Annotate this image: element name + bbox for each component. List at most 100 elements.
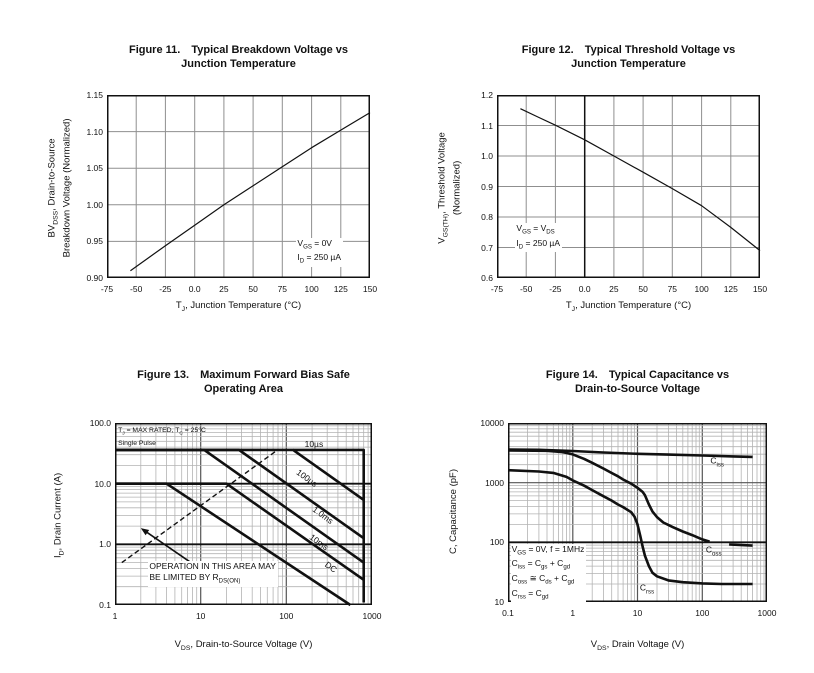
y-tick-label: 1.0 (481, 151, 493, 161)
x-tick-label: 10 (195, 611, 206, 621)
soa-voltage-boundary (293, 448, 365, 603)
x-tick-label: 10 (632, 608, 643, 618)
rdson-area-arrow (144, 530, 198, 568)
x-tick-label: 150 (362, 284, 378, 294)
x-axis-title: TJ, Junction Temperature (°C) (175, 300, 302, 313)
x-tick-label: 25 (609, 284, 619, 294)
fig12-plot-svg (497, 95, 761, 278)
figure-14-label: Figure 14. (545, 369, 598, 381)
x-tick-label: 1000 (362, 611, 382, 621)
x-tick-label: 75 (667, 284, 678, 294)
plot-border (107, 95, 370, 278)
x-tick-label: 100 (279, 611, 294, 621)
x-tick-label: 0.1 (502, 608, 514, 618)
curve-label-coss: Coss (705, 544, 722, 558)
y-tick-label: 100 (489, 537, 504, 548)
threshold-voltage-curve (520, 108, 761, 252)
plot-annotation: TJ = MAX RATED, TC = 25°C Single Pulse (118, 426, 206, 447)
fig11-plot-svg (107, 95, 371, 278)
figure-14-capacitance-chart: Figure 14. Typical Capacitance vs Drain-t… (420, 363, 805, 673)
x-tick-label: -50 (130, 284, 143, 294)
x-tick-label: 50 (638, 284, 648, 294)
curve-coss-tail (729, 543, 753, 547)
y-tick-label: 1.00 (86, 199, 103, 210)
figure-13-title-line2: Operating Area (203, 382, 284, 395)
figure-11-label: Figure 11. (128, 44, 181, 56)
x-tick-label: 150 (752, 284, 768, 294)
y-tick-label: 0.1 (99, 600, 111, 610)
plot-border (508, 423, 767, 602)
curve-crss (507, 468, 753, 586)
figure-14-title: Figure 14. Typical Capacitance vs Drain-t… (468, 369, 807, 396)
y-tick-label: 0.7 (481, 242, 493, 253)
x-tick-label: 0.0 (188, 284, 201, 294)
curve-dc (115, 482, 352, 607)
figure-12-title: Figure 12. Typical Threshold Voltage vs J… (457, 44, 800, 71)
figure-13-label: Figure 13. (137, 369, 190, 381)
y-tick-label: 0.95 (86, 236, 103, 247)
figure-11-title-line2: Junction Temperature (181, 57, 296, 70)
y-tick-label: 1.0 (99, 539, 111, 550)
y-tick-label: 0.90 (86, 273, 103, 283)
y-tick-label: 10 (494, 597, 504, 607)
curve-1ms (115, 448, 365, 564)
figure-13-title: Figure 13. Maximum Forward Bias Safe Oper… (75, 369, 412, 396)
y-axis-title: BVDSS, Drain-to-Source Breakdown Voltage … (46, 118, 73, 258)
x-tick-label: -50 (520, 284, 533, 294)
plot-annotation: VGS = 0V, f = 1MHz Ciss = Cgs + Cgd Coss ≅… (510, 543, 587, 603)
figure-12-threshold-voltage-chart: Figure 12. Typical Threshold Voltage vs J… (420, 38, 805, 348)
fig14-plot-svg (507, 423, 767, 602)
y-tick-label: 1.10 (86, 126, 103, 137)
figure-11-title-line1: Typical Breakdown Voltage vs (191, 44, 349, 56)
y-tick-label: 0.8 (481, 212, 493, 222)
figure-14-title-line1: Typical Capacitance vs (608, 369, 730, 381)
plot-annotation: VGS = VDS ID = 250 µA (515, 223, 562, 253)
x-tick-label: 125 (723, 284, 738, 294)
x-tick-label: 100 (695, 608, 710, 618)
x-tick-label: 100 (694, 284, 709, 294)
figure-13-soa-chart: Figure 13. Maximum Forward Bias Safe Oper… (30, 363, 415, 673)
plot-area (507, 423, 767, 602)
x-axis-title: VDS, Drain-to-Source Voltage (V) (174, 639, 313, 652)
plot-border (497, 95, 760, 278)
plot-border (115, 423, 372, 605)
x-tick-label: -25 (549, 284, 562, 294)
y-tick-label: 10.0 (94, 478, 111, 489)
y-tick-label: 10000 (480, 418, 504, 428)
x-tick-label: 50 (248, 284, 258, 294)
fig13-plot-svg (115, 423, 372, 607)
x-tick-label: 125 (333, 284, 348, 294)
y-tick-label: 1.15 (86, 90, 103, 100)
curve-label-crss: Crss (639, 582, 655, 596)
figure-14-title-line2: Drain-to-Source Voltage (574, 382, 701, 395)
x-axis-title: TJ, Junction Temperature (°C) (565, 300, 692, 313)
x-tick-label: -75 (100, 284, 114, 294)
x-tick-label: -75 (490, 284, 504, 294)
y-tick-label: 1000 (485, 477, 504, 488)
plot-annotation: VGS = 0V ID = 250 µA (296, 237, 343, 268)
y-axis-title: ID, Drain Current (A) (52, 472, 66, 559)
figure-11-title: Figure 11. Typical Breakdown Voltage vs J… (67, 44, 410, 71)
x-tick-label: -25 (159, 284, 172, 294)
plot-area (107, 95, 371, 278)
y-axis-title: C, Capacitance (pF) (448, 469, 459, 555)
breakdown-voltage-curve (130, 112, 371, 272)
x-tick-label: 1000 (757, 608, 777, 618)
x-tick-label: 100 (304, 284, 319, 294)
figure-12-title-line1: Typical Threshold Voltage vs (584, 44, 736, 56)
curve-label-10us: 10µs (304, 439, 324, 449)
x-axis-title: VDS, Drain Voltage (V) (590, 639, 685, 652)
curve-coss (507, 449, 710, 543)
plot-annotation: OPERATION IN THIS AREA MAY BE LIMITED BY … (148, 561, 278, 587)
y-tick-label: 0.9 (481, 181, 493, 192)
figure-12-title-line2: Junction Temperature (571, 57, 686, 70)
figure-13-title-line1: Maximum Forward Bias Safe (200, 369, 350, 381)
y-tick-label: 0.6 (481, 273, 493, 283)
x-tick-label: 75 (277, 284, 288, 294)
x-tick-label: 1 (570, 608, 576, 618)
x-tick-label: 25 (219, 284, 229, 294)
x-tick-label: 0.0 (578, 284, 591, 294)
rdson-area-arrow-head (140, 528, 150, 536)
curve-label-ciss: Ciss (710, 455, 724, 469)
